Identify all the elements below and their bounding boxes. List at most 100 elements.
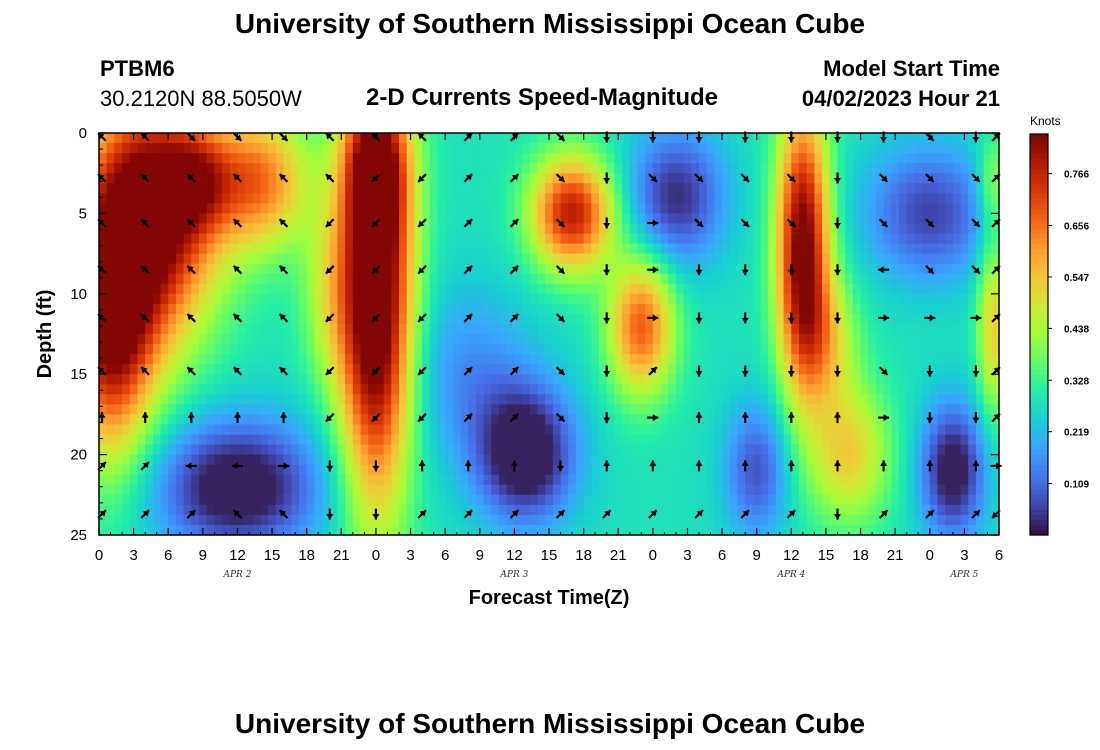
heatmap-cell	[775, 464, 785, 476]
heatmap-cell	[875, 494, 885, 506]
heatmap-cell	[299, 494, 308, 506]
heatmap-cell	[168, 163, 177, 174]
heatmap-cell	[314, 354, 323, 365]
heatmap-cell	[537, 163, 546, 174]
heatmap-cell	[991, 163, 1000, 174]
heatmap-cell	[175, 213, 185, 225]
heatmap-cell	[637, 153, 646, 164]
heatmap-cell	[583, 344, 592, 355]
heatmap-cell	[375, 504, 385, 516]
heatmap-cell	[391, 524, 400, 536]
heatmap-cell	[114, 334, 123, 345]
heatmap-cell	[860, 253, 869, 265]
heatmap-cell	[660, 183, 669, 194]
heatmap-cell	[129, 364, 139, 375]
heatmap-cell	[729, 354, 739, 365]
heatmap-cell	[829, 444, 839, 456]
heatmap-cell	[691, 524, 700, 536]
heatmap-cell	[306, 354, 315, 365]
heatmap-cell	[837, 364, 846, 375]
heatmap-cell	[229, 344, 239, 355]
heatmap-cell	[929, 394, 939, 405]
heatmap-cell	[883, 354, 892, 365]
heatmap-cell	[406, 464, 415, 476]
heatmap-cell	[137, 494, 146, 506]
heatmap-cell	[929, 243, 939, 255]
heatmap-cell	[360, 424, 369, 436]
heatmap-cell	[129, 173, 139, 184]
heatmap-cell	[599, 464, 608, 476]
heatmap-cell	[137, 253, 146, 265]
heatmap-cell	[760, 354, 769, 365]
heatmap-cell	[806, 283, 815, 295]
heatmap-cell	[606, 313, 615, 325]
heatmap-cell	[922, 313, 931, 325]
heatmap-cell	[922, 334, 931, 345]
heatmap-cell	[183, 273, 192, 285]
heatmap-cell	[591, 293, 600, 305]
heatmap-cell	[868, 163, 877, 174]
heatmap-cell	[214, 193, 223, 204]
heatmap-cell	[260, 163, 269, 174]
heatmap-cell	[852, 223, 862, 235]
heatmap-cell	[183, 524, 192, 536]
heatmap-cell	[983, 133, 992, 144]
heatmap-cell	[745, 303, 754, 315]
heatmap-cell	[899, 424, 908, 436]
heatmap-cell	[337, 404, 346, 415]
heatmap-cell	[214, 384, 223, 395]
heatmap-cell	[745, 293, 754, 305]
heatmap-cell	[883, 213, 892, 225]
heatmap-cell	[583, 163, 592, 174]
heatmap-cell	[229, 354, 239, 365]
heatmap-cell	[183, 334, 192, 345]
heatmap-cell	[868, 454, 877, 466]
heatmap-cell	[175, 344, 185, 355]
heatmap-cell	[668, 223, 677, 235]
heatmap-cell	[568, 203, 577, 214]
heatmap-cell	[868, 313, 877, 325]
heatmap-cell	[899, 504, 908, 516]
heatmap-cell	[960, 354, 969, 365]
heatmap-cell	[945, 484, 954, 496]
heatmap-cell	[168, 374, 177, 385]
heatmap-cell	[529, 283, 539, 295]
heatmap-cell	[860, 414, 869, 426]
heatmap-cell	[652, 163, 662, 174]
heatmap-cell	[852, 173, 862, 184]
heatmap-cell	[199, 223, 208, 235]
heatmap-cell	[683, 283, 692, 295]
heatmap-cell	[452, 143, 462, 154]
heatmap-cell	[268, 313, 277, 325]
heatmap-cell	[752, 263, 762, 275]
heatmap-cell	[245, 484, 254, 496]
heatmap-cell	[260, 434, 269, 446]
current-vector	[878, 314, 890, 322]
heatmap-cell	[552, 344, 562, 355]
heatmap-cell	[460, 243, 469, 255]
heatmap-cell	[122, 494, 131, 506]
heatmap-cell	[714, 183, 723, 194]
heatmap-cell	[491, 514, 500, 526]
heatmap-cell	[406, 323, 415, 335]
heatmap-cell	[137, 344, 146, 355]
heatmap-cell	[606, 434, 615, 446]
heatmap-cell	[806, 223, 815, 235]
heatmap-cell	[729, 364, 739, 375]
heatmap-cell	[506, 504, 515, 516]
heatmap-cell	[245, 404, 254, 415]
heatmap-cell	[729, 243, 739, 255]
heatmap-cell	[314, 434, 323, 446]
heatmap-cell	[599, 484, 608, 496]
heatmap-cell	[306, 153, 315, 164]
heatmap-cell	[899, 243, 908, 255]
heatmap-cell	[206, 263, 215, 275]
heatmap-cell	[506, 273, 515, 285]
heatmap-cell	[245, 143, 254, 154]
current-vector	[278, 132, 289, 142]
heatmap-cell	[691, 394, 700, 405]
heatmap-cell	[606, 514, 615, 526]
heatmap-cell	[129, 253, 139, 265]
heatmap-cell	[968, 163, 977, 174]
heatmap-cell	[891, 484, 900, 496]
